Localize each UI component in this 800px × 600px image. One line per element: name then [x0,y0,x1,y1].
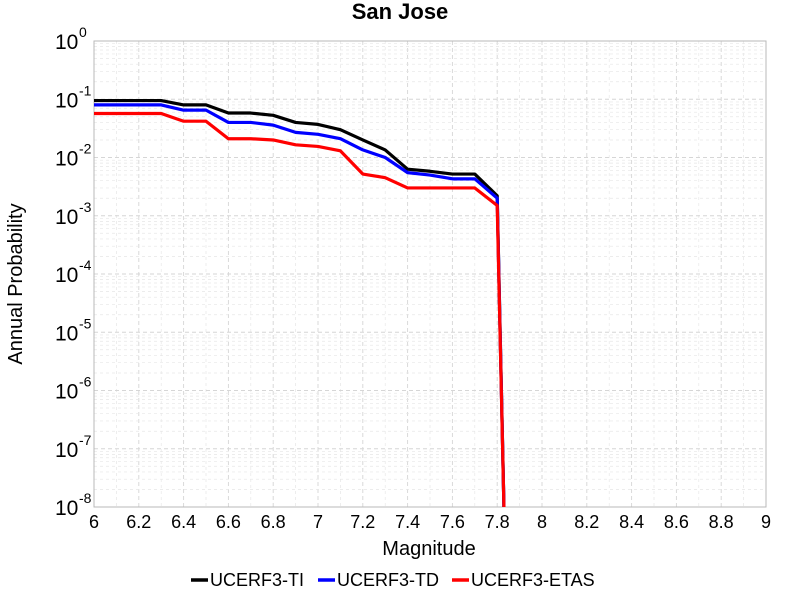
grid-lines [93,40,767,508]
y-tick-exponent: -6 [79,374,92,390]
y-tick-label: 10 -1 [55,82,92,112]
series-line-ucerf3-etas [94,111,506,508]
y-axis-label: Annual Probability [5,203,27,364]
y-tick-exponent: -7 [79,432,92,448]
y-tick-label: 10 -4 [55,257,92,287]
y-tick-label: 10 -3 [55,199,92,229]
x-tick-label: 7.4 [395,512,420,532]
x-tick-label: 6.8 [261,512,286,532]
x-axis-label: Magnitude [382,538,475,560]
legend-label: UCERF3-TD [337,570,439,590]
y-tick-base: 10 [55,497,78,520]
y-tick-label: 10 -5 [55,315,92,345]
x-tick-label: 7.8 [485,512,510,532]
plot-frame [93,40,767,508]
y-tick-exponent: -8 [79,490,92,506]
series-line-ucerf3-ti [94,98,506,508]
series-layer [94,98,506,508]
y-tick-base: 10 [55,148,78,171]
y-tick-label: 10 -8 [55,490,92,520]
x-tick-label: 8.8 [709,512,734,532]
series-line-ucerf3-td [94,103,506,508]
y-tick-base: 10 [55,381,78,404]
y-tick-exponent: 0 [79,24,87,40]
legend-label: UCERF3-TI [210,570,304,590]
x-tick-label: 6.6 [216,512,241,532]
legend-item-ucerf3-etas: UCERF3-ETAS [452,570,595,590]
chart-title: San Jose [352,0,449,24]
legend-label: UCERF3-ETAS [471,570,595,590]
y-tick-base: 10 [55,89,78,112]
y-tick-label: 10 -7 [55,432,92,462]
y-tick-base: 10 [55,322,78,345]
x-tick-label: 7.2 [350,512,375,532]
x-tick-label: 6.2 [126,512,151,532]
x-tick-label: 7.6 [440,512,465,532]
y-tick-label: 10 -2 [55,141,92,171]
x-tick-label: 6 [89,512,99,532]
y-tick-base: 10 [55,439,78,462]
x-tick-label: 8.4 [619,512,644,532]
y-tick-base: 10 [55,264,78,287]
y-tick-exponent: -3 [79,199,92,215]
y-tick-base: 10 [55,206,78,229]
x-tick-label: 9 [761,512,771,532]
y-tick-label: 10 0 [55,24,87,54]
x-tick-label: 6.4 [171,512,196,532]
y-tick-exponent: -5 [79,315,92,331]
legend: UCERF3-TI UCERF3-TD UCERF3-ETAS [191,570,595,590]
y-tick-exponent: -2 [79,141,92,157]
x-tick-label: 8.2 [574,512,599,532]
x-tick-label: 8.6 [664,512,689,532]
legend-item-ucerf3-td: UCERF3-TD [318,570,439,590]
y-tick-label: 10 -6 [55,374,92,404]
y-tick-exponent: -1 [79,82,92,98]
y-tick-base: 10 [55,31,78,54]
y-tick-exponent: -4 [79,257,92,273]
x-tick-label: 7 [313,512,323,532]
legend-item-ucerf3-ti: UCERF3-TI [191,570,304,590]
x-tick-labels: 6 6.2 6.4 6.6 6.8 7 7.2 7.4 7.6 7.8 8 8.2 8.4 8.6 8.8 9 [89,512,771,532]
x-tick-label: 8 [537,512,547,532]
